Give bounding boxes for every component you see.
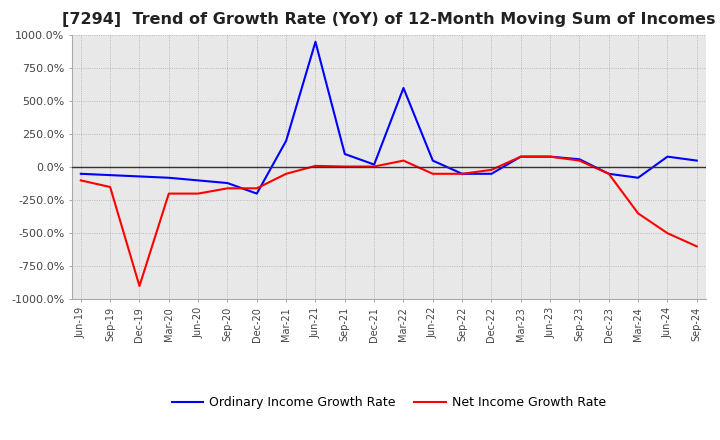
Net Income Growth Rate: [399, 158, 408, 163]
Ordinary Income Growth Rate: [458, 171, 467, 176]
Net Income Growth Rate: [516, 154, 525, 159]
Net Income Growth Rate: [194, 191, 202, 196]
Net Income Growth Rate: [487, 167, 496, 172]
Net Income Growth Rate: [546, 154, 554, 159]
Ordinary Income Growth Rate: [106, 172, 114, 178]
Ordinary Income Growth Rate: [194, 178, 202, 183]
Net Income Growth Rate: [282, 171, 290, 176]
Ordinary Income Growth Rate: [546, 154, 554, 159]
Ordinary Income Growth Rate: [399, 85, 408, 91]
Line: Ordinary Income Growth Rate: Ordinary Income Growth Rate: [81, 42, 697, 194]
Ordinary Income Growth Rate: [663, 154, 672, 159]
Net Income Growth Rate: [341, 164, 349, 169]
Ordinary Income Growth Rate: [76, 171, 85, 176]
Net Income Growth Rate: [106, 184, 114, 190]
Net Income Growth Rate: [135, 283, 144, 289]
Ordinary Income Growth Rate: [634, 175, 642, 180]
Title: [7294]  Trend of Growth Rate (YoY) of 12-Month Moving Sum of Incomes: [7294] Trend of Growth Rate (YoY) of 12-…: [62, 12, 716, 27]
Net Income Growth Rate: [311, 163, 320, 169]
Net Income Growth Rate: [370, 164, 379, 169]
Net Income Growth Rate: [663, 231, 672, 236]
Ordinary Income Growth Rate: [605, 171, 613, 176]
Ordinary Income Growth Rate: [253, 191, 261, 196]
Net Income Growth Rate: [76, 178, 85, 183]
Net Income Growth Rate: [223, 186, 232, 191]
Legend: Ordinary Income Growth Rate, Net Income Growth Rate: Ordinary Income Growth Rate, Net Income …: [166, 392, 611, 414]
Ordinary Income Growth Rate: [370, 162, 379, 167]
Net Income Growth Rate: [575, 158, 584, 163]
Net Income Growth Rate: [253, 186, 261, 191]
Ordinary Income Growth Rate: [311, 39, 320, 44]
Net Income Growth Rate: [428, 171, 437, 176]
Ordinary Income Growth Rate: [282, 138, 290, 143]
Ordinary Income Growth Rate: [428, 158, 437, 163]
Ordinary Income Growth Rate: [516, 154, 525, 159]
Ordinary Income Growth Rate: [223, 180, 232, 186]
Ordinary Income Growth Rate: [487, 171, 496, 176]
Line: Net Income Growth Rate: Net Income Growth Rate: [81, 157, 697, 286]
Ordinary Income Growth Rate: [693, 158, 701, 163]
Ordinary Income Growth Rate: [135, 174, 144, 179]
Ordinary Income Growth Rate: [164, 175, 173, 180]
Ordinary Income Growth Rate: [341, 151, 349, 157]
Net Income Growth Rate: [693, 244, 701, 249]
Ordinary Income Growth Rate: [575, 157, 584, 162]
Net Income Growth Rate: [458, 171, 467, 176]
Net Income Growth Rate: [605, 171, 613, 176]
Net Income Growth Rate: [164, 191, 173, 196]
Net Income Growth Rate: [634, 211, 642, 216]
